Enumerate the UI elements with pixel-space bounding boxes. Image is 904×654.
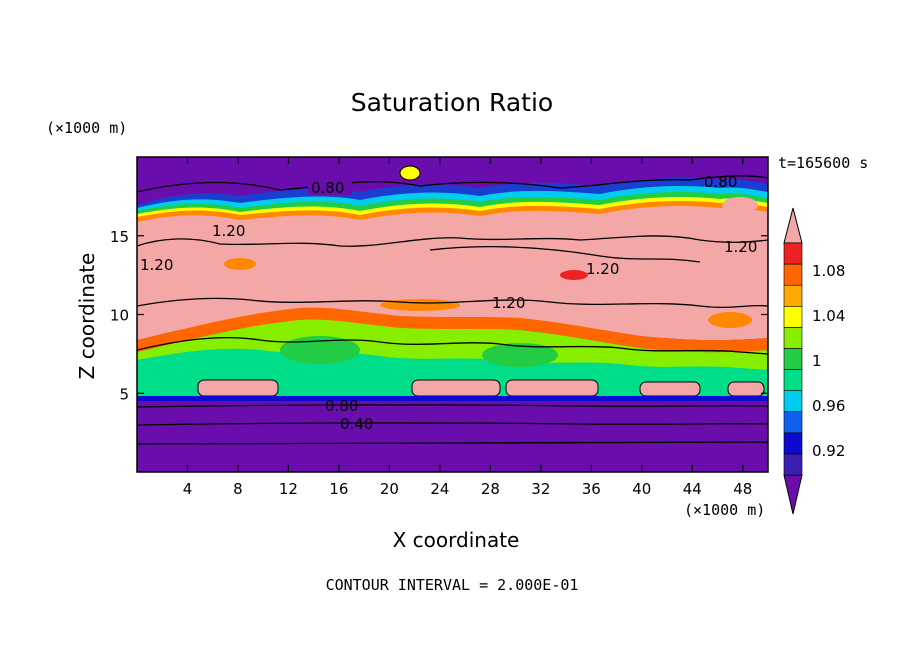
green-patch [280, 336, 360, 364]
colorbar-label: 0.96 [812, 397, 845, 415]
colorbar-bottom-triangle [783, 474, 803, 515]
contour-label: 0.80 [704, 173, 737, 191]
colorbar: 1.08 1.04 1 0.96 0.92 [783, 207, 845, 515]
colorbar-swatch [783, 453, 803, 476]
x-tick-label: 8 [233, 480, 243, 498]
contour-label: 0.80 [311, 179, 344, 197]
x-tick-label: 40 [632, 480, 651, 498]
contour-line-040 [137, 422, 768, 426]
orange-patch [380, 299, 460, 311]
contour-line-120-top [137, 235, 768, 247]
supersaturated-region [137, 206, 768, 341]
contour-label: 1.20 [140, 256, 173, 274]
contour-lines [137, 175, 768, 445]
y-tick-label: 15 [110, 228, 129, 246]
contour-label-group: 0.80 0.80 1.20 1.20 1.20 1.20 1.20 0.80 … [140, 173, 757, 433]
colorbar-label: 0.92 [812, 442, 845, 460]
colorbar-swatch [783, 348, 803, 370]
time-label: t=165600 s [778, 154, 869, 172]
colorbar-swatch [783, 390, 803, 413]
contour-line-120-low [137, 297, 768, 309]
contour-label: 1.20 [724, 238, 757, 256]
y-axis-unit: (×1000 m) [46, 119, 128, 137]
y-tick-label: 5 [119, 385, 129, 403]
contour-line-120-mid [429, 245, 701, 263]
colorbar-swatch [783, 327, 803, 349]
x-tick-label: 44 [683, 480, 702, 498]
colorbar-label: 1.08 [812, 262, 845, 280]
red-patch [560, 270, 588, 280]
lens-cell [411, 379, 501, 397]
contour-line-100 [137, 336, 768, 355]
colorbar-swatch [783, 411, 803, 434]
lower-dry-region [137, 401, 768, 472]
contour-label-bg [308, 179, 352, 195]
colorbar-swatch [783, 284, 803, 307]
cloud-layer-teal [137, 348, 768, 398]
x-tick-label: 28 [481, 480, 500, 498]
contour-label: 0.80 [325, 397, 358, 415]
colorbar-swatch [783, 263, 803, 286]
orange-patch [708, 312, 752, 328]
cyan-patch [399, 165, 421, 181]
x-tick-label: 12 [279, 480, 298, 498]
contour-label: 1.20 [212, 222, 245, 240]
lens-cell [505, 379, 599, 397]
lens-cell [639, 381, 701, 397]
saturation-field: 0.80 0.80 1.20 1.20 1.20 1.20 1.20 0.80 … [137, 157, 768, 472]
contour-line-080 [137, 175, 768, 193]
lens-cell [197, 379, 279, 397]
lens-cell [727, 381, 765, 397]
colorbar-swatch [783, 432, 803, 455]
colorbar-label: 1 [812, 352, 822, 370]
colorbar-swatch [783, 242, 803, 265]
pink-patch [722, 197, 758, 213]
colorbar-top-triangle [783, 207, 803, 244]
colorbar-swatch [783, 369, 803, 391]
green-patch [482, 343, 558, 367]
x-tick-label: 24 [430, 480, 449, 498]
x-tick-label: 4 [183, 480, 193, 498]
contour-line-080-low [137, 404, 768, 408]
chart-title: Saturation Ratio [350, 88, 554, 117]
contour-interval-label: CONTOUR INTERVAL = 2.000E-01 [325, 576, 579, 594]
cloud-base-band [137, 396, 768, 401]
x-tick-label: 16 [329, 480, 348, 498]
contour-label: 1.20 [586, 260, 619, 278]
x-axis-unit: (×1000 m) [684, 501, 766, 519]
orange-patch [224, 258, 256, 270]
colorbar-label: 1.04 [812, 307, 845, 325]
contour-line-low [137, 441, 768, 445]
contour-label: 1.20 [492, 294, 525, 312]
x-tick-label: 32 [531, 480, 550, 498]
x-tick-label: 48 [733, 480, 752, 498]
x-tick-label: 20 [380, 480, 399, 498]
colorbar-swatch [783, 305, 803, 328]
x-axis-label: X coordinate [392, 528, 520, 552]
lower-red-band [137, 307, 768, 353]
x-tick-label: 36 [582, 480, 601, 498]
contour-label: 0.40 [340, 415, 373, 433]
y-tick-label: 10 [110, 307, 129, 325]
